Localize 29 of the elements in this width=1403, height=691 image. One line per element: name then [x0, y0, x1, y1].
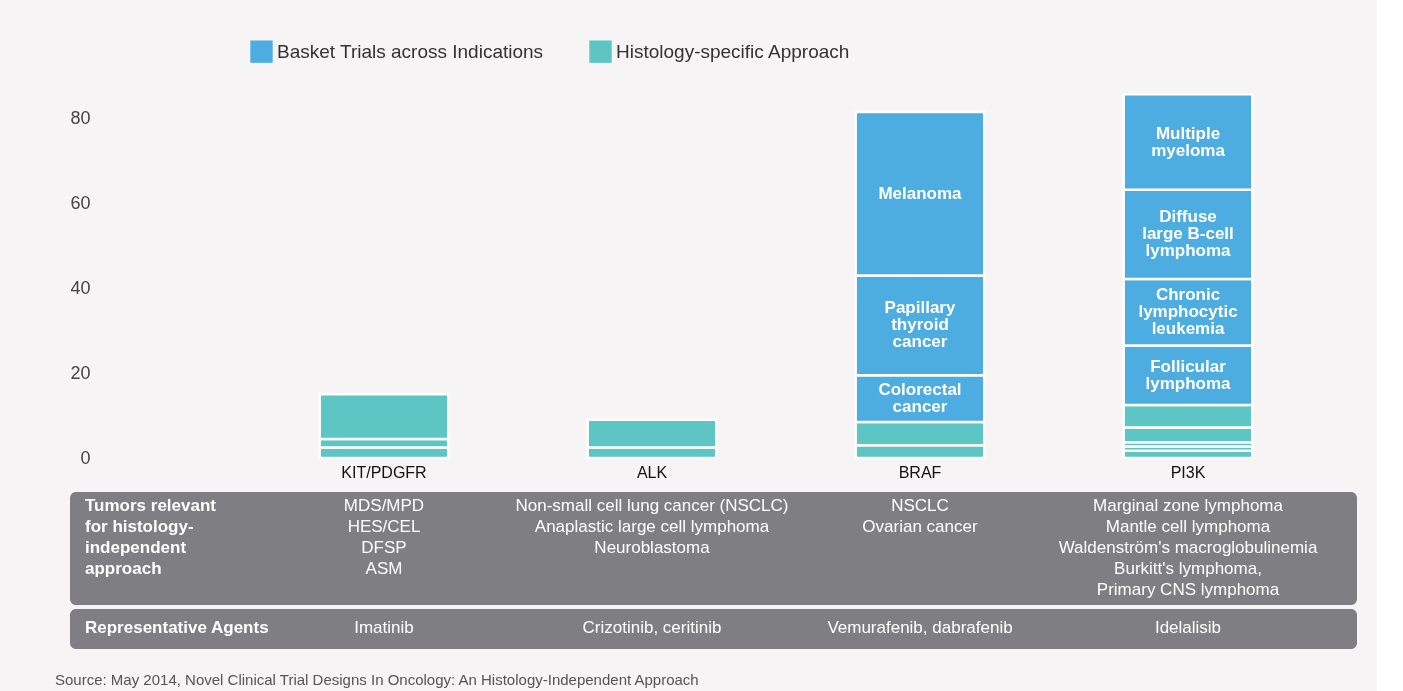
- x-tick-label: KIT/PDGFR: [341, 463, 427, 481]
- text: NSCLC Ovarian cancer: [862, 496, 978, 536]
- data-label: Chronic lymphocytic leukemia: [1138, 285, 1238, 339]
- text: Representative Agents: [85, 618, 269, 637]
- y-tick-label: 40: [70, 277, 91, 298]
- text: Idelalisib: [1154, 618, 1222, 637]
- data-label: Follicular lymphoma: [1145, 356, 1232, 393]
- text: Non-small cell lung cancer (NSCLC) Anaplastic large cell lymphoma Neuroblastoma: [515, 496, 789, 557]
- y-tick-label: 80: [70, 107, 91, 128]
- x-tick-label: ALK: [636, 463, 668, 481]
- text: MDS/MPD HES/CEL DFSP ASM: [343, 496, 425, 578]
- data-label: Papillary thyroid cancer: [884, 298, 956, 352]
- x-tick-label: PI3K: [1170, 463, 1206, 481]
- text: Crizotinib, ceritinib: [582, 618, 722, 637]
- data-label: Multiple myeloma: [1151, 123, 1226, 160]
- y-tick-label: 0: [80, 447, 91, 468]
- y-tick-label: 20: [70, 362, 91, 383]
- data-label: Melanoma: [878, 183, 963, 203]
- text: Marginal zone lymphoma Mantle cell lymphoma Waldenström's macroglobulinemia Burkitt's lymphoma, Primary CNS lymphoma: [1058, 496, 1318, 599]
- source-note: Source: May 2014, Novel Clinical Trial Designs In Oncology: An Histology-Independent Approach: [55, 671, 699, 688]
- text: Tumors relevant for histology- independent approach: [85, 496, 217, 578]
- text: Vemurafenib, dabrafenib: [827, 618, 1013, 637]
- legend-label: Histology-specific Approach: [616, 40, 850, 62]
- x-tick-label: BRAF: [898, 463, 942, 481]
- text: Imatinib: [354, 618, 414, 637]
- data-label: Colorectal cancer: [878, 380, 962, 417]
- legend-label: Basket Trials across Indications: [277, 40, 544, 62]
- y-tick-label: 60: [70, 192, 91, 213]
- data-label: Diffuse large B-cell lymphoma: [1142, 207, 1234, 261]
